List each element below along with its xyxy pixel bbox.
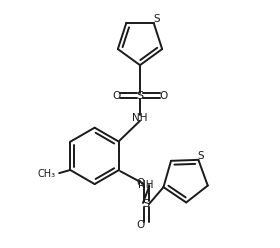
Text: O: O <box>137 178 145 188</box>
Text: NH: NH <box>132 113 148 123</box>
Text: S: S <box>136 91 144 101</box>
Text: CH₃: CH₃ <box>37 169 55 179</box>
Text: O: O <box>160 91 168 101</box>
Text: NH: NH <box>138 180 154 190</box>
Text: S: S <box>153 14 160 25</box>
Text: O: O <box>112 91 120 101</box>
Text: S: S <box>198 151 204 161</box>
Text: O: O <box>137 220 145 230</box>
Text: S: S <box>143 199 150 209</box>
